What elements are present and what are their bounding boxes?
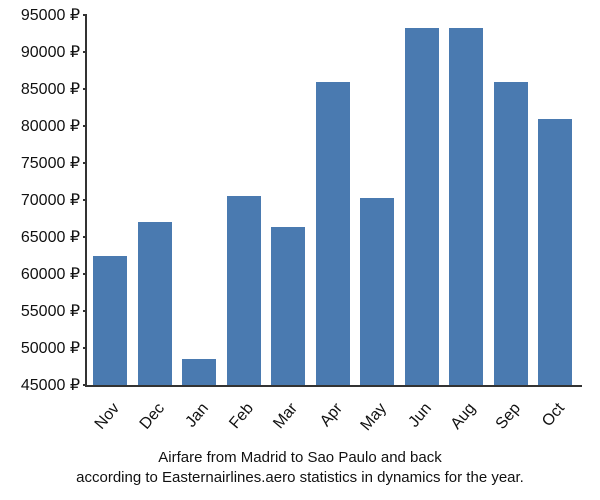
y-tick — [83, 236, 87, 238]
bar — [360, 198, 394, 385]
plot-area — [85, 15, 582, 387]
x-tick-label: Aug — [448, 400, 480, 433]
x-tick-label: Mar — [270, 400, 302, 433]
bar — [93, 256, 127, 386]
bars-group — [87, 15, 582, 385]
bar-slot — [316, 15, 361, 385]
y-tick — [83, 51, 87, 53]
bar — [227, 196, 261, 385]
x-tick-label: Apr — [316, 400, 346, 431]
x-tick-label: Feb — [226, 400, 258, 433]
bar — [405, 28, 439, 385]
y-tick — [83, 162, 87, 164]
bar-slot — [538, 15, 583, 385]
x-tick-label: Nov — [92, 400, 124, 433]
x-tick-label: May — [358, 400, 391, 435]
y-tick — [83, 199, 87, 201]
y-tick — [83, 14, 87, 16]
bar — [138, 222, 172, 385]
bar — [182, 359, 216, 385]
y-tick-label: 80000 ₽ — [21, 116, 80, 136]
bar-slot — [494, 15, 539, 385]
bar-slot — [138, 15, 183, 385]
y-tick — [83, 347, 87, 349]
y-tick-label: 45000 ₽ — [21, 375, 80, 395]
y-tick — [83, 88, 87, 90]
bar — [494, 82, 528, 385]
bar — [449, 28, 483, 385]
y-tick-label: 55000 ₽ — [21, 301, 80, 321]
x-tick-label: Dec — [136, 400, 168, 433]
bar-slot — [93, 15, 138, 385]
bar — [538, 119, 572, 385]
y-tick — [83, 273, 87, 275]
x-axis-labels: Nov Dec Jan Feb Mar Apr May Jun Aug Sep Oct — [91, 390, 586, 450]
y-tick-label: 60000 ₽ — [21, 264, 80, 284]
bar-slot — [449, 15, 494, 385]
y-tick — [83, 125, 87, 127]
x-tick-label: Jan — [182, 400, 212, 431]
bar-slot — [182, 15, 227, 385]
y-tick-label: 75000 ₽ — [21, 153, 80, 173]
caption-line-2: according to Easternairlines.aero statis… — [0, 468, 600, 488]
y-tick-label: 85000 ₽ — [21, 79, 80, 99]
bar-slot — [360, 15, 405, 385]
y-tick — [83, 310, 87, 312]
caption-line-1: Airfare from Madrid to Sao Paulo and bac… — [0, 448, 600, 468]
bar — [316, 82, 350, 385]
bar-slot — [271, 15, 316, 385]
bar-slot — [227, 15, 272, 385]
y-tick-label: 50000 ₽ — [21, 338, 80, 358]
bar-slot — [405, 15, 450, 385]
x-tick-label: Oct — [539, 400, 569, 431]
y-tick-label: 65000 ₽ — [21, 227, 80, 247]
y-tick-label: 95000 ₽ — [21, 5, 80, 25]
y-tick-label: 70000 ₽ — [21, 190, 80, 210]
chart-container: 45000 ₽ 50000 ₽ 55000 ₽ 60000 ₽ 65000 ₽ 70000… — [0, 0, 600, 500]
x-tick-label: Sep — [492, 400, 524, 433]
bar — [271, 227, 305, 385]
y-tick-label: 90000 ₽ — [21, 42, 80, 62]
x-tick-label: Jun — [405, 400, 435, 431]
y-tick — [83, 384, 87, 386]
